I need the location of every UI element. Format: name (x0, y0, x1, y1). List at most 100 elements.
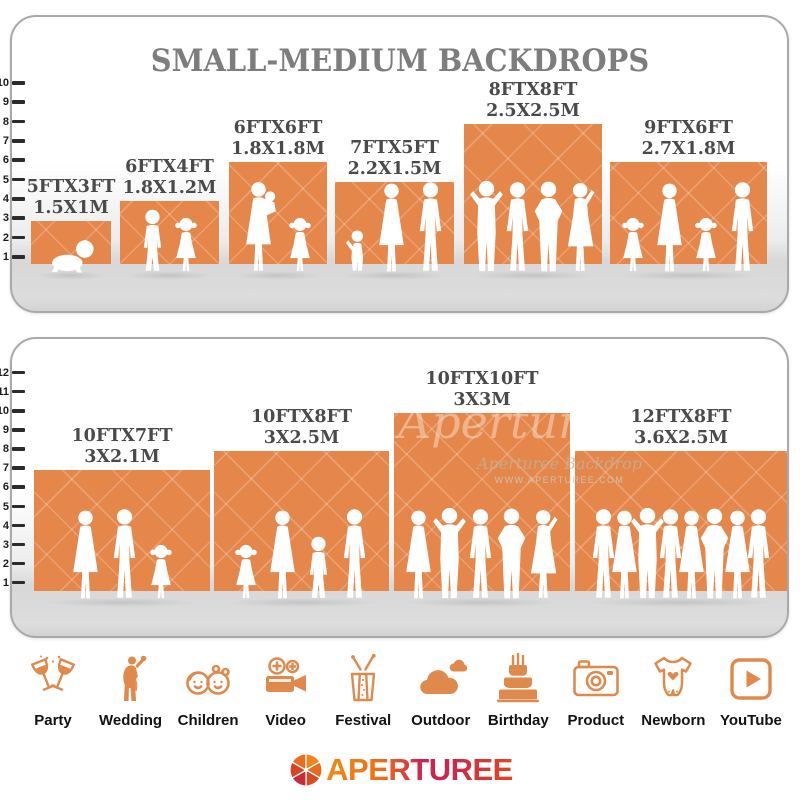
ruler-number: 12 (0, 366, 9, 379)
boy-silhouette-icon (309, 536, 328, 598)
ruler-number: 8 (2, 443, 9, 456)
size-m: 3X2.1M (84, 446, 160, 467)
backdrop-12x8: 12FTX8FT 3.6X2.5M (575, 407, 787, 607)
category-label: Birthday (487, 712, 549, 729)
category-product: Product (559, 653, 633, 729)
ruler-number: 4 (2, 193, 9, 206)
people-silhouettes (229, 181, 327, 273)
category-festival: Festival (326, 653, 400, 729)
backdrop-6x4: 6FTX4FT 1.8X1.2M (120, 157, 219, 280)
ruler-number: 11 (0, 385, 9, 398)
size-m: 2.2X1.5M (347, 158, 442, 179)
man-silhouette-icon (747, 509, 770, 598)
man-silhouette-icon (343, 509, 366, 598)
people-silhouettes (335, 181, 454, 273)
outdoor-icon (420, 659, 467, 695)
category-label: Video (265, 712, 306, 729)
man-akimbo-silhouette-icon (534, 181, 562, 272)
backdrop-size-label: 5FTX3FT 1.5X1M (27, 177, 116, 218)
size-m: 1.8X1.2M (122, 177, 217, 198)
backdrop-size-label: 6FTX6FT 1.8X1.8M (231, 118, 325, 159)
top-panel: SMALL-MEDIUM BACKDROPS 5FTX3FT 1.5X1M 6F… (10, 15, 789, 313)
backdrop-size-label: 8FTX8FT 2.5X2.5M (486, 80, 580, 121)
category-label: Product (567, 712, 625, 729)
newborn-icon (654, 656, 693, 697)
ruler-number: 3 (2, 538, 9, 551)
ruler-number: 1 (2, 251, 9, 264)
size-m: 3X3M (453, 389, 511, 410)
size-ft: 10FTX8FT (250, 407, 353, 428)
size-ft: 12FTX8FT (630, 407, 732, 428)
backdrop-6x6: 6FTX6FT 1.8X1.8M (229, 118, 327, 280)
size-ft: 8FTX8FT (488, 80, 578, 101)
aperture-icon (289, 753, 323, 787)
children-icon (186, 664, 230, 695)
category-label: Children (177, 712, 239, 729)
woman-silhouette-icon (656, 183, 682, 272)
ruler-number: 6 (2, 481, 9, 494)
size-ft: 9FTX6FT (644, 118, 733, 139)
backdrop-size-label: 7FTX5FT 2.2X1.5M (348, 138, 442, 179)
party-icon (30, 655, 76, 691)
brand-name: APERTUREE (326, 752, 513, 787)
category-video: Video (249, 653, 323, 729)
product-icon (573, 660, 619, 697)
ruler-number: 10 (0, 405, 9, 417)
size-ft: 10FTX10FT (425, 369, 539, 390)
people-silhouettes (31, 238, 111, 273)
watermark-clip: Aperturee (394, 413, 570, 591)
man-silhouette-icon (419, 182, 442, 271)
people-silhouettes (464, 180, 602, 273)
category-youtube: YouTube (714, 653, 788, 729)
boy-silhouette-icon (143, 209, 162, 271)
ruler-number: 6 (2, 154, 9, 167)
people-silhouettes (575, 507, 787, 600)
backdrop-8x8: 8FTX8FT 2.5X2.5M (464, 80, 602, 280)
category-wedding: Wedding (94, 653, 168, 729)
backdrop-size-label: 12FTX8FT 3.6X2.5M (630, 407, 731, 448)
brand-logo: APERTUREE (0, 751, 800, 789)
ruler-number: 9 (2, 424, 9, 437)
ruler-number: 7 (2, 462, 9, 475)
size-m: 3X2.5M (263, 427, 340, 448)
category-birthday: Birthday (481, 653, 555, 729)
backdrop-7x5: 7FTX5FT 2.2X1.5M (335, 138, 454, 280)
category-label: Wedding (99, 712, 163, 729)
backdrop-10x8: 10FTX8FT 3X2.5M (214, 407, 389, 607)
size-ft: 5FTX3FT (26, 177, 116, 198)
baby-silhouette-icon (51, 240, 94, 273)
size-m: 2.7X1.8M (641, 138, 736, 159)
category-label: Festival (335, 712, 392, 729)
ruler-number: 3 (2, 212, 9, 225)
woman-armsup-silhouette-icon (530, 510, 558, 598)
category-party: Party (16, 653, 90, 729)
girl-silhouette-icon (175, 217, 197, 272)
size-m: 3.6X2.5M (634, 427, 728, 448)
ruler-number: 2 (2, 557, 9, 570)
people-silhouettes (120, 209, 219, 273)
size-ft: 10FTX7FT (71, 426, 173, 447)
backdrop-size-label: 10FTX7FT 3X2.1M (71, 426, 172, 467)
wedding-icon (122, 655, 146, 701)
woman-silhouette-icon (73, 510, 98, 599)
size-ft: 7FTX5FT (350, 138, 439, 159)
backdrop-size-label: 6FTX4FT 1.8X1.2M (123, 157, 217, 198)
woman-carry-silhouette-icon (246, 182, 276, 271)
man-silhouette-icon (731, 182, 753, 271)
ruler-number: 2 (2, 231, 9, 244)
ruler-number: 9 (2, 96, 9, 109)
woman-armsup-silhouette-icon (567, 183, 594, 271)
category-label: YouTube (719, 712, 782, 729)
woman-silhouette-icon (270, 510, 295, 599)
backdrop-10x10: Aperturee 10FTX10FT 3X3M (394, 369, 570, 607)
people-silhouettes (214, 508, 389, 600)
category-children: Children (171, 653, 245, 729)
people-silhouettes (610, 181, 767, 273)
girl-silhouette-icon (235, 544, 257, 599)
man-armsup-silhouette-icon (433, 507, 466, 599)
size-ft: 6FTX6FT (233, 118, 323, 139)
girl-silhouette-icon (694, 217, 717, 272)
girl-silhouette-icon (621, 217, 644, 272)
birthday-icon (497, 653, 540, 703)
ruler-number: 10 (0, 77, 9, 89)
